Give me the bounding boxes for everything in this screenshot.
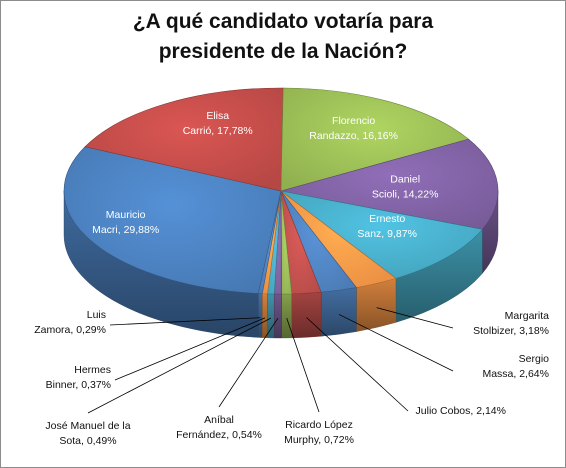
chart-title-line-1: ¿A qué candidato votaría para: [132, 10, 434, 33]
leader-line-sergio-massa: [338, 314, 454, 372]
data-label-margarita-stolbizer: Margarita Stolbizer, 3,18%: [473, 310, 549, 337]
leader-line-an-bal-fern-ndez: [218, 317, 279, 408]
pie-slice-ernesto-sanz: [280, 190, 483, 279]
data-label-sergio-massa: Sergio Massa, 2,64%: [482, 353, 549, 380]
data-label-florencio-randazzo: Florencio Randazzo, 16,16%: [309, 115, 398, 142]
data-label-jos-manuel-de-la-sota: José Manuel de la Sota, 0,49%: [45, 420, 130, 447]
data-label-luis-zamora: Luis Zamora, 0,29%: [34, 309, 106, 336]
pie-side-ricardo-l-pez-murphy: [281, 293, 292, 339]
leader-line-julio-cobos: [306, 317, 409, 412]
data-label-ricardo-l-pez-murphy: Ricardo López Murphy, 0,72%: [284, 419, 354, 446]
data-label-julio-cobos: Julio Cobos, 2,14%: [416, 405, 506, 417]
data-label-daniel-scioli: Daniel Scioli, 14,22%: [372, 173, 439, 200]
pie-slice-mauricio-macri: [63, 146, 282, 294]
leader-line-luis-zamora: [109, 317, 261, 326]
chart-title: ¿A qué candidato votaría para presidente…: [1, 7, 565, 67]
data-label-ernesto-sanz: Ernesto Sanz, 9,87%: [357, 213, 417, 240]
data-label-an-bal-fern-ndez: Aníbal Fernández, 0,54%: [176, 414, 262, 441]
data-label-elisa-carri-: Elisa Carrió, 17,78%: [183, 110, 253, 137]
pie-side-luis-zamora: [258, 293, 263, 338]
pie-side-julio-cobos: [291, 292, 322, 339]
leader-line-margarita-stolbizer: [376, 307, 454, 329]
pie-slice-luis-zamora: [257, 190, 282, 294]
pie-side-hermes-binner: [262, 293, 268, 339]
leader-line-ricardo-l-pez-murphy: [286, 318, 320, 413]
leader-line-hermes-binner: [114, 317, 266, 381]
pie-side-an-bal-fern-ndez: [274, 293, 282, 339]
pie-side-sergio-massa: [320, 287, 357, 337]
pie-side-jos-manuel-de-la-sota: [267, 293, 275, 339]
pie-slice-daniel-scioli: [280, 138, 499, 230]
data-label-hermes-binner: Hermes Binner, 0,37%: [46, 364, 111, 391]
chart-title-line-2: presidente de la Nación?: [158, 40, 408, 63]
data-label-mauricio-macri: Mauricio Macri, 29,88%: [92, 209, 159, 236]
leader-line-jos-manuel-de-la-sota: [87, 317, 272, 414]
pie-slice-florencio-randazzo: [280, 87, 470, 192]
pie-slice-elisa-carri-: [84, 87, 284, 192]
